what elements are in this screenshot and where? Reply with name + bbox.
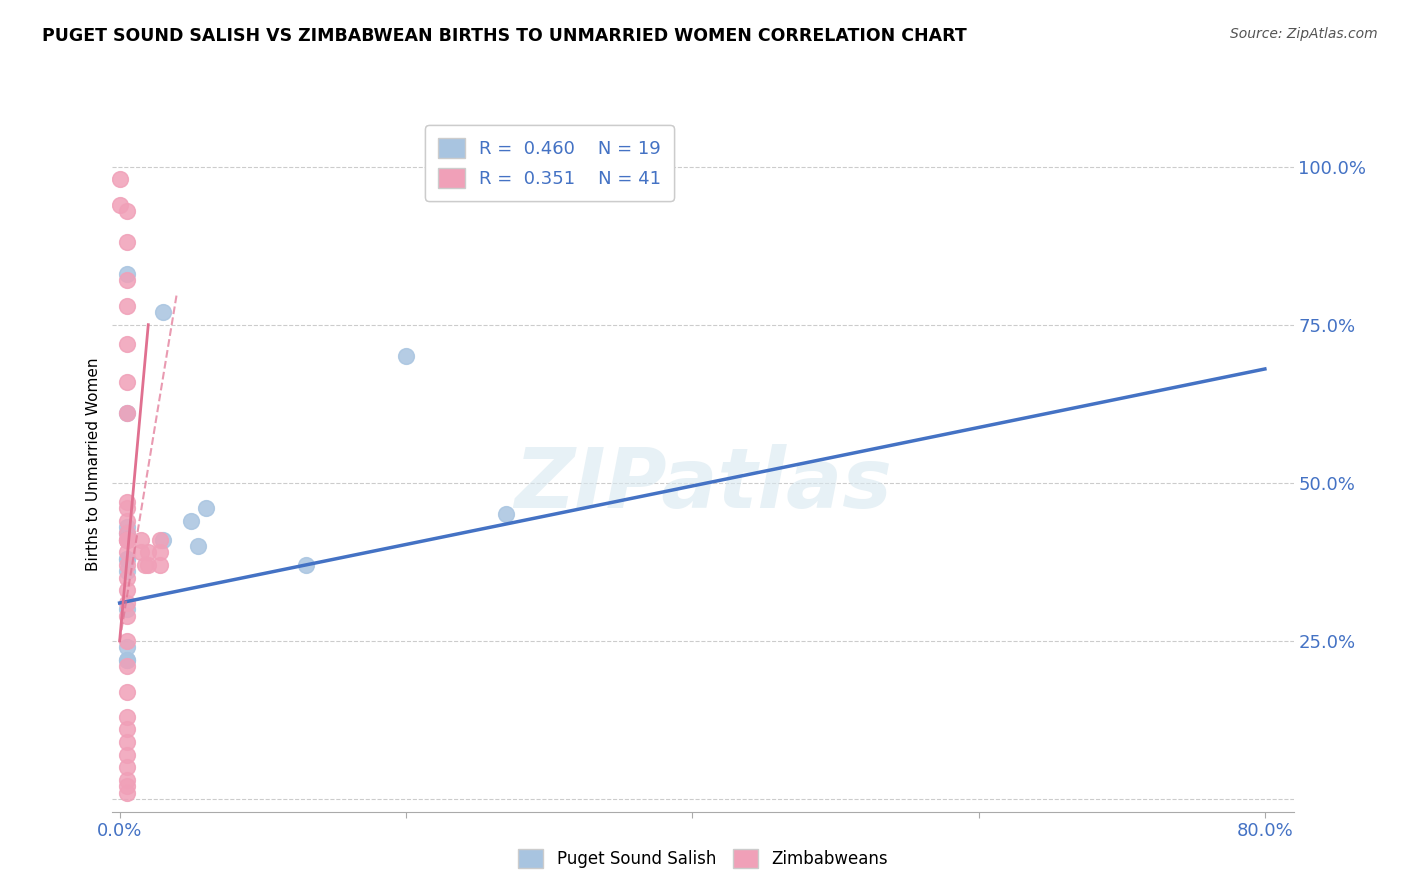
Point <box>115 786 138 800</box>
Point <box>115 710 138 724</box>
Point <box>115 526 138 541</box>
Point <box>115 501 138 516</box>
Point <box>115 551 138 566</box>
Point <box>115 684 138 698</box>
Point <box>152 305 174 319</box>
Point <box>115 558 138 572</box>
Point <box>149 533 172 547</box>
Point <box>495 508 517 522</box>
Point <box>115 533 138 547</box>
Point <box>134 558 156 572</box>
Point <box>108 172 131 186</box>
Point <box>115 760 138 774</box>
Point <box>115 495 138 509</box>
Point <box>187 539 209 553</box>
Point <box>115 596 138 610</box>
Point <box>136 558 159 572</box>
Point <box>115 203 138 218</box>
Point <box>115 551 138 566</box>
Point <box>194 501 217 516</box>
Point <box>115 533 138 547</box>
Text: PUGET SOUND SALISH VS ZIMBABWEAN BIRTHS TO UNMARRIED WOMEN CORRELATION CHART: PUGET SOUND SALISH VS ZIMBABWEAN BIRTHS … <box>42 27 967 45</box>
Point <box>129 545 152 559</box>
Point <box>108 197 131 211</box>
Point <box>115 336 138 351</box>
Legend: Puget Sound Salish, Zimbabweans: Puget Sound Salish, Zimbabweans <box>512 842 894 875</box>
Y-axis label: Births to Unmarried Women: Births to Unmarried Women <box>86 357 101 571</box>
Point <box>115 602 138 616</box>
Point <box>180 514 202 528</box>
Point <box>149 558 172 572</box>
Text: ZIPatlas: ZIPatlas <box>515 444 891 525</box>
Point <box>115 780 138 794</box>
Point <box>115 773 138 788</box>
Point <box>115 747 138 762</box>
Point <box>115 659 138 673</box>
Point <box>149 545 172 559</box>
Point <box>294 558 316 572</box>
Point <box>115 608 138 623</box>
Text: Source: ZipAtlas.com: Source: ZipAtlas.com <box>1230 27 1378 41</box>
Point <box>115 640 138 655</box>
Point <box>115 533 138 547</box>
Point <box>115 723 138 737</box>
Point <box>115 571 138 585</box>
Point <box>395 349 418 363</box>
Point <box>115 653 138 667</box>
Point <box>115 267 138 281</box>
Point <box>115 375 138 389</box>
Point <box>115 406 138 420</box>
Point <box>152 533 174 547</box>
Point <box>115 406 138 420</box>
Point <box>115 273 138 287</box>
Point <box>136 545 159 559</box>
Point <box>115 735 138 749</box>
Point <box>129 533 152 547</box>
Point <box>115 545 138 559</box>
Point <box>115 583 138 598</box>
Point <box>115 514 138 528</box>
Point <box>115 299 138 313</box>
Point <box>115 653 138 667</box>
Legend: R =  0.460    N = 19, R =  0.351    N = 41: R = 0.460 N = 19, R = 0.351 N = 41 <box>425 125 673 201</box>
Point <box>115 526 138 541</box>
Point <box>115 235 138 250</box>
Point <box>115 565 138 579</box>
Point <box>115 520 138 534</box>
Point <box>115 634 138 648</box>
